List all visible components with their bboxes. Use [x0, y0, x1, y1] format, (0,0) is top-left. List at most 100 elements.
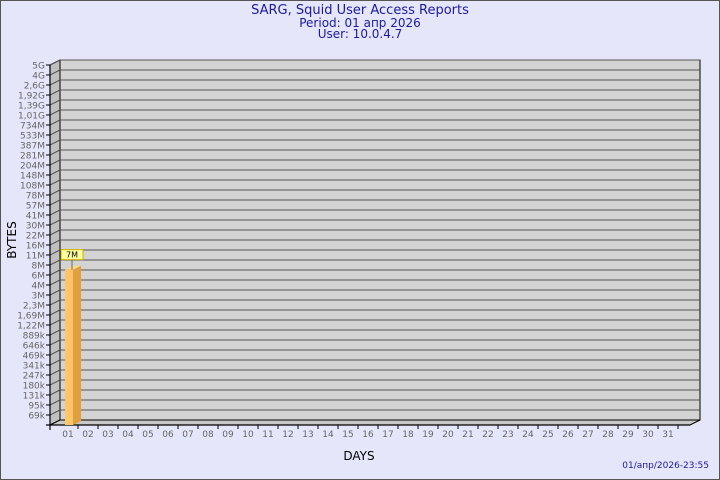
gridline-side — [49, 119, 61, 126]
gridline-side — [49, 409, 61, 416]
y-tick-label: 57M — [26, 202, 45, 212]
y-tick-label: 387M — [20, 142, 45, 152]
x-tick-label: 03 — [102, 430, 113, 440]
y-tick-label: 533M — [20, 132, 45, 142]
gridline-side — [49, 79, 61, 86]
gridline-side — [49, 399, 61, 406]
gridline-side — [49, 359, 61, 366]
chart-user: User: 10.0.4.7 — [317, 27, 403, 41]
x-tick-label: 19 — [422, 430, 434, 440]
y-tick-label: 180k — [23, 382, 46, 392]
y-tick-label: 1,39G — [18, 102, 45, 112]
x-tick-label: 04 — [122, 430, 134, 440]
gridline-side — [49, 329, 61, 336]
y-tick-label: 2,6G — [24, 82, 45, 92]
x-tick-label: 21 — [462, 430, 473, 440]
gridline-side — [49, 269, 61, 276]
gridline-side — [49, 249, 61, 256]
floor — [49, 419, 701, 426]
gridline-side — [49, 59, 61, 66]
gridline-side — [49, 239, 61, 246]
y-tick-label: 1,01G — [18, 112, 45, 122]
gridline-side — [49, 309, 61, 316]
y-axis-label: BYTES — [5, 221, 19, 258]
y-tick-label: 131k — [23, 392, 46, 402]
y-tick-label: 734M — [20, 122, 45, 132]
gridline-side — [49, 109, 61, 116]
y-tick-label: 30M — [26, 222, 45, 232]
y-tick-label: 69k — [28, 412, 45, 422]
y-tick-label: 889k — [23, 332, 46, 342]
x-tick-label: 17 — [382, 430, 393, 440]
y-tick-label: 78M — [26, 192, 45, 202]
x-tick-label: 10 — [242, 430, 254, 440]
x-tick-label: 28 — [602, 430, 614, 440]
gridline-side — [49, 389, 61, 396]
x-tick-label: 12 — [282, 430, 293, 440]
data-label-box — [60, 249, 84, 261]
gridline-side — [49, 99, 61, 106]
x-tick-label: 24 — [522, 430, 534, 440]
bar-top — [65, 265, 81, 270]
y-tick-label: 4G — [32, 72, 45, 82]
gridline-side — [49, 149, 61, 156]
x-tick-label: 09 — [222, 430, 234, 440]
x-tick-label: 05 — [142, 430, 153, 440]
chart-title: SARG, Squid User Access Reports — [251, 3, 469, 18]
y-tick-label: 108M — [20, 182, 45, 192]
bar-side — [73, 265, 81, 425]
y-tick-label: 148M — [20, 172, 45, 182]
y-tick-label: 2,3M — [23, 302, 45, 312]
x-tick-label: 29 — [622, 430, 634, 440]
y-tick-label: 6M — [32, 272, 46, 282]
gridline-side — [49, 339, 61, 346]
gridline-side — [49, 209, 61, 216]
x-tick-label: 20 — [442, 430, 454, 440]
gridline-side — [49, 289, 61, 296]
gridline-side — [49, 169, 61, 176]
gridline-side — [49, 319, 61, 326]
chart-period: Period: 01 апр 2026 — [299, 16, 421, 30]
y-tick-label: 41M — [26, 212, 45, 222]
y-tick-label: 11M — [26, 252, 45, 262]
y-tick-label: 247k — [23, 372, 46, 382]
x-axis-label: DAYS — [343, 449, 374, 463]
gridline-side — [49, 199, 61, 206]
y-tick-label: 646k — [23, 342, 46, 352]
x-tick-label: 01 — [62, 430, 73, 440]
gridline-side — [49, 279, 61, 286]
x-tick-label: 25 — [542, 430, 553, 440]
x-tick-label: 26 — [562, 430, 574, 440]
x-tick-label: 30 — [642, 430, 654, 440]
gridline-side — [49, 229, 61, 236]
y-tick-label: 1,69M — [17, 312, 45, 322]
y-tick-label: 16M — [26, 242, 45, 252]
x-tick-label: 07 — [182, 430, 193, 440]
y-tick-label: 341k — [23, 362, 46, 372]
gridline-side — [49, 219, 61, 226]
y-tick-label: 8M — [32, 262, 46, 272]
gridline-side — [49, 69, 61, 76]
x-tick-label: 06 — [162, 430, 174, 440]
y-tick-label: 4M — [32, 282, 46, 292]
y-tick-label: 1,22M — [17, 322, 45, 332]
y-tick-label: 22M — [26, 232, 45, 242]
gridline-side — [49, 379, 61, 386]
y-tick-label: 204M — [20, 162, 45, 172]
x-tick-label: 31 — [662, 430, 673, 440]
gridline-side — [49, 299, 61, 306]
x-tick-label: 08 — [202, 430, 214, 440]
x-tick-label: 18 — [402, 430, 414, 440]
gridline-side — [49, 349, 61, 356]
gridline-side — [49, 259, 61, 266]
x-tick-label: 27 — [582, 430, 593, 440]
x-tick-label: 11 — [262, 430, 273, 440]
generated-timestamp: 01/апр/2026-23:55 — [622, 461, 709, 471]
y-tick-label: 1,92G — [18, 92, 45, 102]
data-label: 7M — [66, 251, 78, 260]
gridline-side — [49, 89, 61, 96]
y-tick-label: 3M — [32, 292, 46, 302]
gridline-side — [49, 129, 61, 136]
x-tick-label: 23 — [502, 430, 513, 440]
